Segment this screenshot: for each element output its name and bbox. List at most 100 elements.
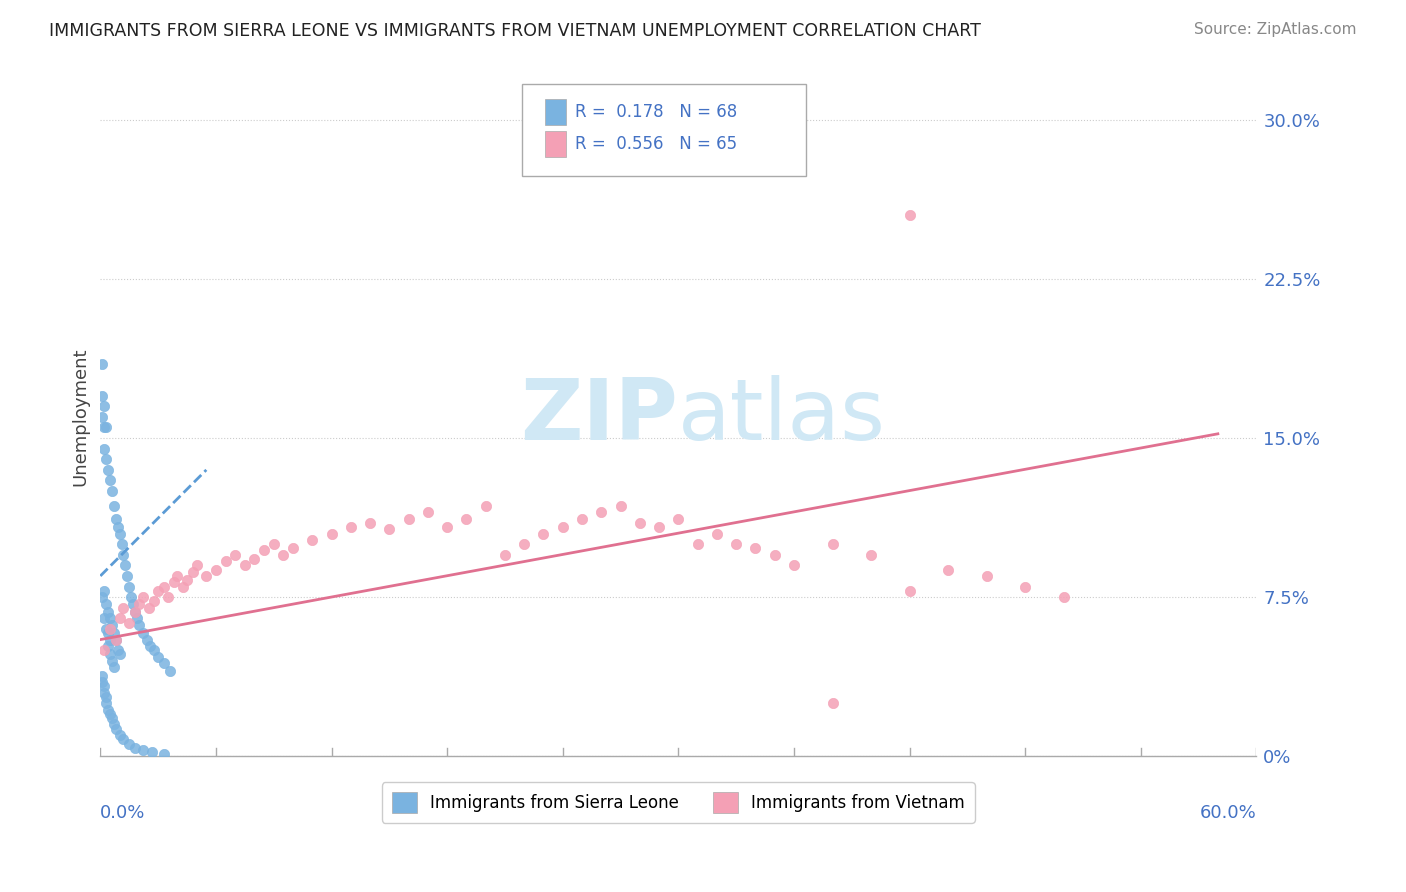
- Point: [706, 526, 728, 541]
- Point: [91, 389, 114, 403]
- Point: [94, 597, 117, 611]
- Point: [243, 552, 266, 566]
- Point: [551, 520, 574, 534]
- Point: [898, 583, 921, 598]
- Point: [494, 548, 516, 562]
- Point: [253, 543, 276, 558]
- Point: [98, 611, 121, 625]
- Point: [763, 548, 786, 562]
- Point: [112, 732, 135, 747]
- Point: [860, 548, 883, 562]
- Point: [146, 583, 169, 598]
- Point: [153, 747, 176, 761]
- Point: [176, 573, 198, 587]
- Point: [93, 399, 115, 413]
- Point: [97, 626, 120, 640]
- Point: [118, 580, 141, 594]
- Point: [172, 580, 194, 594]
- Point: [186, 558, 208, 573]
- Point: [124, 605, 146, 619]
- Point: [898, 208, 921, 222]
- Point: [273, 548, 295, 562]
- Point: [112, 548, 135, 562]
- Point: [533, 526, 555, 541]
- Point: [139, 639, 162, 653]
- Point: [359, 516, 381, 530]
- Point: [821, 696, 844, 710]
- Point: [97, 463, 120, 477]
- Point: [104, 632, 127, 647]
- Point: [1014, 580, 1036, 594]
- Point: [117, 569, 139, 583]
- Point: [101, 654, 124, 668]
- Point: [195, 569, 218, 583]
- Point: [141, 745, 163, 759]
- Point: [93, 420, 115, 434]
- Text: R =  0.178   N = 68: R = 0.178 N = 68: [575, 103, 738, 121]
- Point: [143, 594, 166, 608]
- Point: [91, 675, 114, 690]
- Point: [104, 722, 127, 736]
- Point: [108, 526, 131, 541]
- Point: [609, 499, 631, 513]
- Point: [93, 611, 115, 625]
- Text: 0.0%: 0.0%: [100, 804, 146, 822]
- Point: [94, 420, 117, 434]
- Point: [648, 520, 671, 534]
- Text: atlas: atlas: [678, 376, 886, 458]
- Point: [101, 484, 124, 499]
- Point: [571, 511, 593, 525]
- Legend: Immigrants from Sierra Leone, Immigrants from Vietnam: Immigrants from Sierra Leone, Immigrants…: [382, 782, 974, 822]
- Point: [936, 563, 959, 577]
- Point: [153, 656, 176, 670]
- Point: [1053, 590, 1076, 604]
- Point: [104, 632, 127, 647]
- Point: [93, 643, 115, 657]
- Point: [101, 711, 124, 725]
- Point: [93, 583, 115, 598]
- Point: [156, 590, 179, 604]
- Point: [97, 639, 120, 653]
- Point: [153, 580, 176, 594]
- Point: [108, 728, 131, 742]
- Point: [93, 685, 115, 699]
- Point: [132, 590, 155, 604]
- Y-axis label: Unemployment: Unemployment: [72, 348, 89, 486]
- Point: [98, 622, 121, 636]
- Point: [436, 520, 458, 534]
- Point: [132, 743, 155, 757]
- Point: [107, 520, 129, 534]
- Point: [166, 569, 188, 583]
- Point: [93, 442, 115, 456]
- Text: R =  0.556   N = 65: R = 0.556 N = 65: [575, 135, 738, 153]
- Point: [976, 569, 998, 583]
- Point: [159, 665, 181, 679]
- Text: ZIP: ZIP: [520, 376, 678, 458]
- Point: [456, 511, 478, 525]
- Text: Source: ZipAtlas.com: Source: ZipAtlas.com: [1194, 22, 1357, 37]
- Point: [513, 537, 536, 551]
- Point: [143, 643, 166, 657]
- Point: [103, 717, 125, 731]
- Point: [263, 537, 285, 551]
- Point: [340, 520, 363, 534]
- Point: [98, 632, 121, 647]
- Point: [103, 660, 125, 674]
- Point: [108, 611, 131, 625]
- Point: [628, 516, 651, 530]
- Point: [122, 597, 145, 611]
- Point: [98, 474, 121, 488]
- Point: [124, 740, 146, 755]
- Point: [416, 505, 439, 519]
- Point: [112, 600, 135, 615]
- Point: [98, 648, 121, 662]
- Point: [214, 554, 236, 568]
- Point: [107, 643, 129, 657]
- Point: [281, 541, 304, 556]
- Point: [97, 605, 120, 619]
- Point: [114, 558, 136, 573]
- Point: [783, 558, 806, 573]
- Point: [104, 511, 127, 525]
- Point: [398, 511, 420, 525]
- Point: [94, 690, 117, 704]
